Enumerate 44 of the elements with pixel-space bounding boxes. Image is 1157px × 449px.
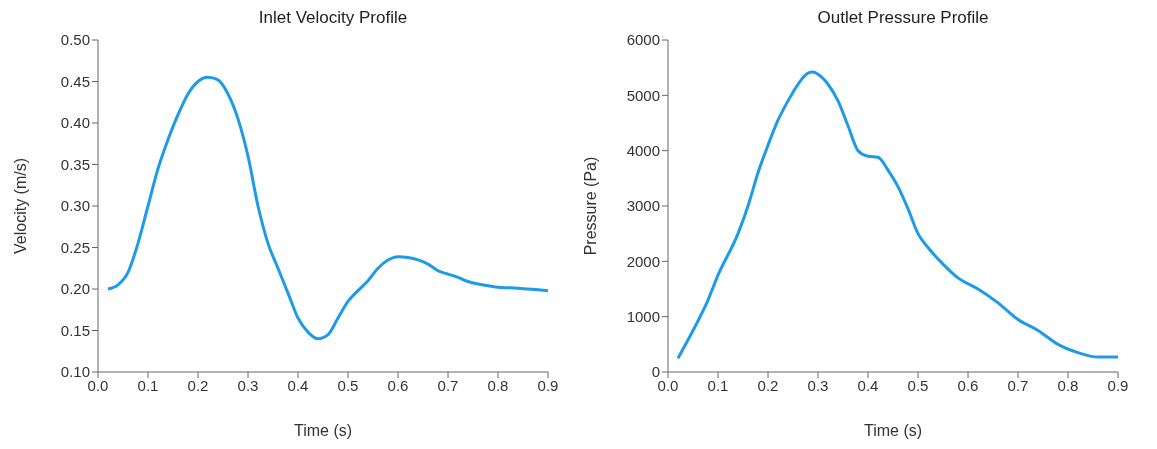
x-tick-label: 0.2 — [757, 376, 779, 394]
x-tick-label: 0.0 — [657, 376, 679, 394]
chart-title: Inlet Velocity Profile — [257, 8, 409, 29]
x-tick-label: 0.3 — [807, 376, 829, 394]
y-tick-label: 0.15 — [60, 321, 90, 339]
x-tick-label: 0.3 — [237, 376, 259, 394]
x-tick-label: 0.1 — [707, 376, 729, 394]
y-tick-label: 0.50 — [60, 31, 90, 49]
y-axis-title: Pressure (Pa) — [581, 156, 599, 256]
x-tick-label: 0.8 — [487, 376, 509, 394]
y-tick-label: 3000 — [626, 197, 660, 215]
line-series — [106, 75, 548, 341]
y-tick-label: 0.25 — [60, 238, 90, 256]
y-tick-label: 5000 — [626, 86, 660, 104]
y-tick-label: 0.35 — [60, 155, 90, 173]
y-axis-title: Velocity (m/s) — [11, 157, 29, 255]
y-tick-label: 0.10 — [60, 363, 90, 381]
y-tick-label: 4000 — [626, 141, 660, 159]
y-tick-label: 0.20 — [60, 280, 90, 298]
x-tick-label: 0.7 — [437, 376, 459, 394]
x-tick-label: 0.2 — [187, 376, 209, 394]
x-tick-label: 0.4 — [857, 376, 879, 394]
x-tick-label: 0.9 — [537, 376, 559, 394]
line-series — [676, 70, 1118, 360]
y-tick-label: 6000 — [626, 31, 660, 49]
y-tick-label: 1000 — [626, 307, 660, 325]
y-tick-label: 0 — [651, 363, 660, 381]
x-tick-label: 0.6 — [957, 376, 979, 394]
x-tick-label: 0.5 — [337, 376, 359, 394]
x-tick-label: 0.4 — [287, 376, 309, 394]
y-tick-label: 0.30 — [60, 197, 90, 215]
x-tick-label: 0.5 — [907, 376, 929, 394]
x-tick-label: 0.7 — [1007, 376, 1029, 394]
y-tick-label: 0.45 — [60, 72, 90, 90]
x-axis-title: Time (s) — [863, 422, 923, 439]
chart-title: Outlet Pressure Profile — [816, 8, 990, 29]
x-axis-title: Time (s) — [293, 422, 353, 439]
x-tick-label: 0.9 — [1107, 376, 1129, 394]
y-tick-label: 0.40 — [60, 114, 90, 132]
x-tick-label: 0.6 — [387, 376, 409, 394]
x-tick-label: 0.1 — [137, 376, 159, 394]
x-tick-label: 0.8 — [1057, 376, 1079, 394]
y-tick-label: 2000 — [626, 252, 660, 270]
x-tick-label: 0.0 — [87, 376, 109, 394]
